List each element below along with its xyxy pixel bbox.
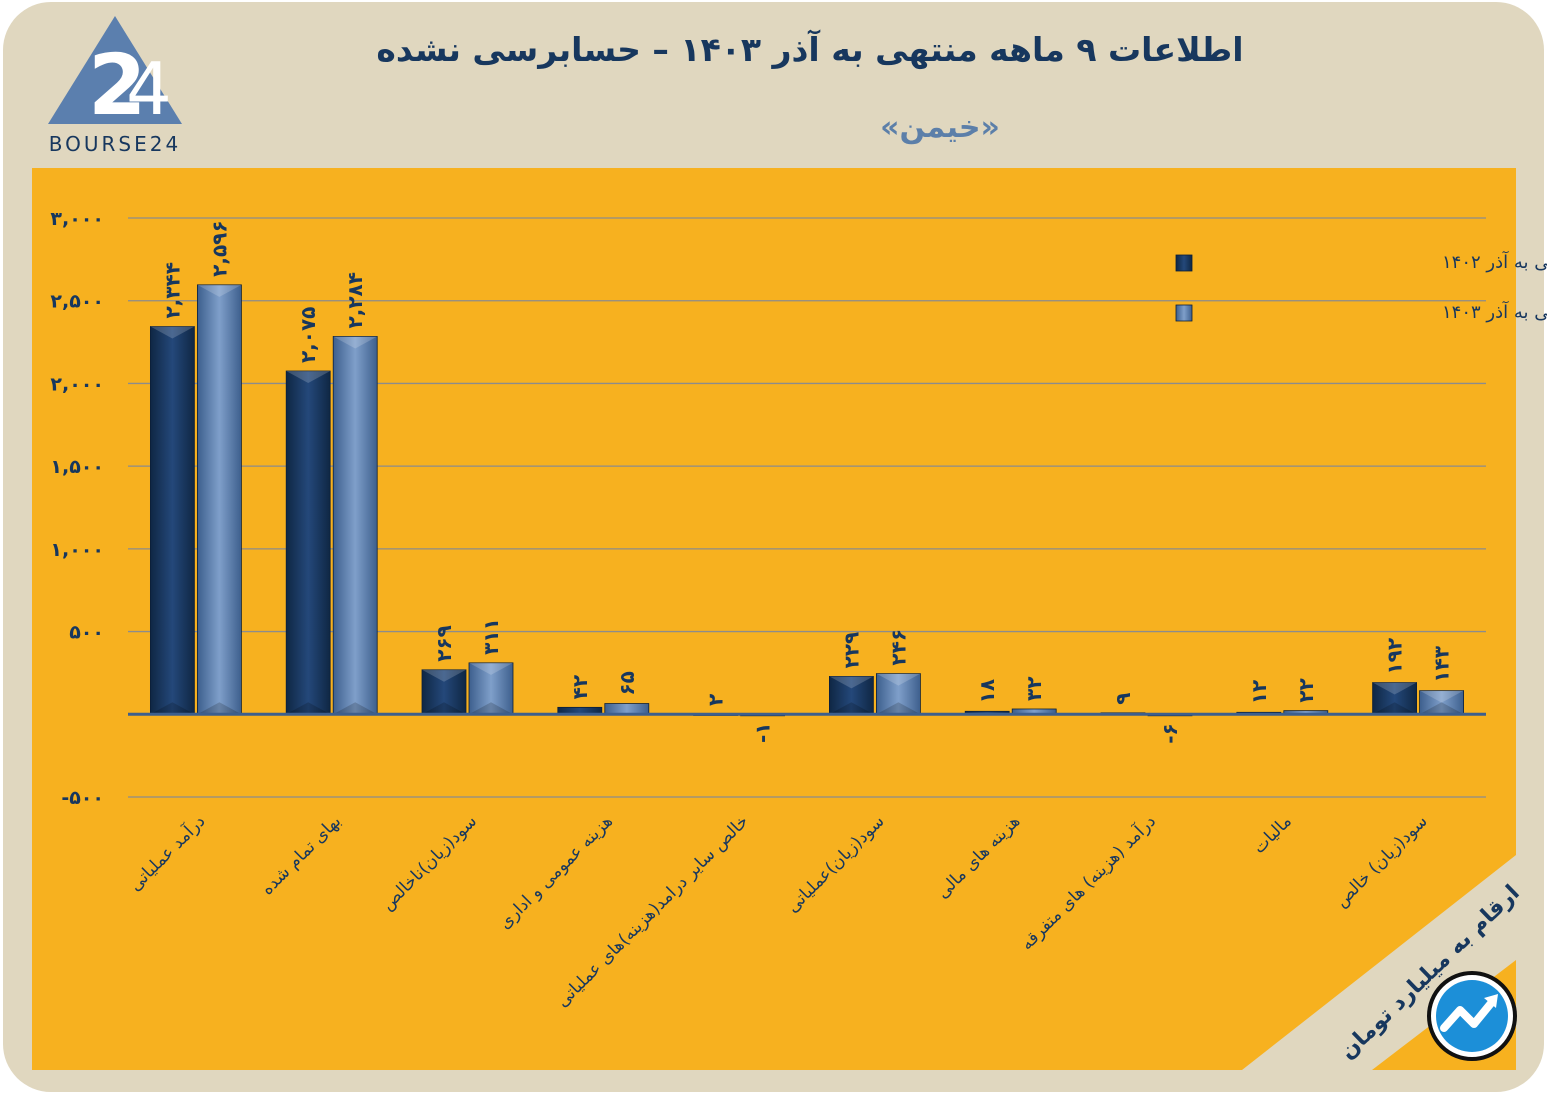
bar-bevel bbox=[1372, 682, 1417, 695]
page-title: اطلاعات ۹ ماهه منتهی به آذر ۱۴۰۳ – حسابر… bbox=[376, 30, 1244, 69]
y-tick-label: ۵۰۰ bbox=[69, 622, 104, 644]
legend-label: عملکرد منتهی به آذر ۱۴۰۳ bbox=[1442, 300, 1547, 323]
bar-bevel bbox=[829, 702, 874, 715]
bar-bevel bbox=[469, 662, 513, 675]
legend-swatch bbox=[1175, 304, 1193, 322]
category-label: مالیات bbox=[1249, 811, 1296, 858]
grid-lines bbox=[128, 217, 1486, 798]
bar-bevel bbox=[150, 702, 195, 715]
data-label: ۲۲۹ bbox=[839, 632, 863, 669]
bar-bevel bbox=[469, 702, 513, 715]
data-label: ۹ bbox=[1111, 693, 1135, 705]
y-tick-label: ۱,۰۰۰ bbox=[50, 539, 104, 561]
y-tick-label: -۵۰۰ bbox=[61, 787, 104, 809]
trend-logo-icon bbox=[1426, 970, 1518, 1062]
category-labels: درآمد عملیاتی بهای تمام شده سود(زیان)ناخال… bbox=[124, 810, 1432, 1011]
category-label: بهای تمام شده bbox=[257, 811, 345, 899]
data-label: ۲ bbox=[704, 694, 728, 706]
category-label: هزینه عمومی و اداری bbox=[495, 811, 617, 933]
svg-text:4: 4 bbox=[126, 47, 172, 131]
bar-bevel bbox=[333, 336, 378, 349]
bar-1402 bbox=[829, 676, 874, 715]
bar-1403 bbox=[468, 662, 514, 715]
bar-1402 bbox=[421, 669, 467, 715]
bar-bevel bbox=[197, 702, 242, 715]
legend-label: عملکرد منتهی به آذر ۱۴۰۲ bbox=[1442, 250, 1547, 273]
bar-bevel bbox=[197, 284, 242, 297]
data-label: ۲,۰۷۵ bbox=[296, 307, 320, 363]
data-label: -۱ bbox=[751, 722, 775, 743]
bar-bevel bbox=[876, 673, 921, 686]
svg-text:2: 2 bbox=[88, 36, 146, 134]
bar-bevel bbox=[876, 702, 921, 715]
legend: عملکرد منتهی به آذر ۱۴۰۲ عملکرد منتهی به … bbox=[1175, 250, 1547, 323]
bar-bevel bbox=[150, 326, 195, 339]
y-axis-labels: -۵۰۰ ۵۰۰ ۱,۰۰۰ ۱,۵۰۰ ۲,۰۰۰ ۲,۵۰۰ ۳,۰۰۰ bbox=[50, 208, 104, 809]
y-tick-label: ۲,۵۰۰ bbox=[50, 291, 104, 313]
bar-bevel bbox=[422, 702, 466, 715]
bar-1403 bbox=[196, 284, 242, 715]
data-label: ۱۸ bbox=[975, 679, 999, 703]
data-label: ۳۲ bbox=[1022, 677, 1046, 701]
data-label: ۴۲ bbox=[568, 675, 592, 699]
bar-1402 bbox=[149, 326, 195, 715]
category-label: سود(زیان)عملیاتی bbox=[783, 811, 889, 917]
y-tick-label: ۲,۰۰۰ bbox=[50, 373, 104, 395]
data-label: ۱۴۳ bbox=[1430, 646, 1454, 683]
corner-decoration bbox=[1242, 855, 1516, 1070]
bar-1403 bbox=[876, 673, 921, 715]
data-label: ۶۵ bbox=[615, 671, 639, 695]
data-label: ۱۹۲ bbox=[1383, 638, 1407, 675]
data-label: ۲۲ bbox=[1294, 678, 1318, 702]
bar-bevel bbox=[829, 676, 874, 689]
data-label: ۲,۵۹۶ bbox=[207, 220, 231, 276]
bar-bevel bbox=[286, 702, 331, 715]
category-label: هزینه های مالی bbox=[933, 811, 1024, 902]
bar-1403 bbox=[332, 336, 378, 715]
bar-bevel bbox=[1372, 702, 1417, 715]
legend-swatch bbox=[1175, 254, 1193, 272]
category-label: درآمد عملیاتی bbox=[124, 810, 209, 895]
y-tick-label: ۱,۵۰۰ bbox=[50, 456, 104, 478]
category-label: سود(زیان) خالص bbox=[1332, 811, 1432, 911]
category-label: سود(زیان)ناخالص bbox=[378, 811, 481, 914]
data-label: ۲۶۹ bbox=[432, 625, 456, 662]
chart-panel bbox=[32, 168, 1516, 1070]
company-name: «خیمن» bbox=[880, 110, 1000, 145]
bar-bevel bbox=[333, 702, 378, 715]
bar-1402 bbox=[1372, 682, 1417, 715]
data-label: ۳۱۱ bbox=[479, 618, 503, 655]
bar-bevel bbox=[286, 371, 331, 384]
y-tick-label: ۳,۰۰۰ bbox=[50, 208, 104, 230]
bars bbox=[149, 284, 1464, 717]
data-label: -۶ bbox=[1158, 723, 1182, 744]
data-label: ۱۲ bbox=[1247, 680, 1271, 704]
data-label: ۲,۲۸۴ bbox=[343, 272, 367, 328]
bourse24-logo: 2 4 bbox=[40, 14, 190, 156]
bar-bevel bbox=[422, 669, 466, 682]
category-label: درآمد (هزینه) های متفرقه bbox=[1016, 810, 1160, 954]
data-label: ۲۴۶ bbox=[886, 629, 910, 666]
data-label: ۲,۳۴۴ bbox=[160, 262, 184, 318]
bar-bevel bbox=[1419, 690, 1464, 703]
bar-1402 bbox=[285, 370, 331, 715]
logo-text: BOURSE24 bbox=[48, 132, 182, 156]
bar-1403 bbox=[604, 703, 650, 715]
bar-bevel bbox=[1419, 702, 1464, 715]
